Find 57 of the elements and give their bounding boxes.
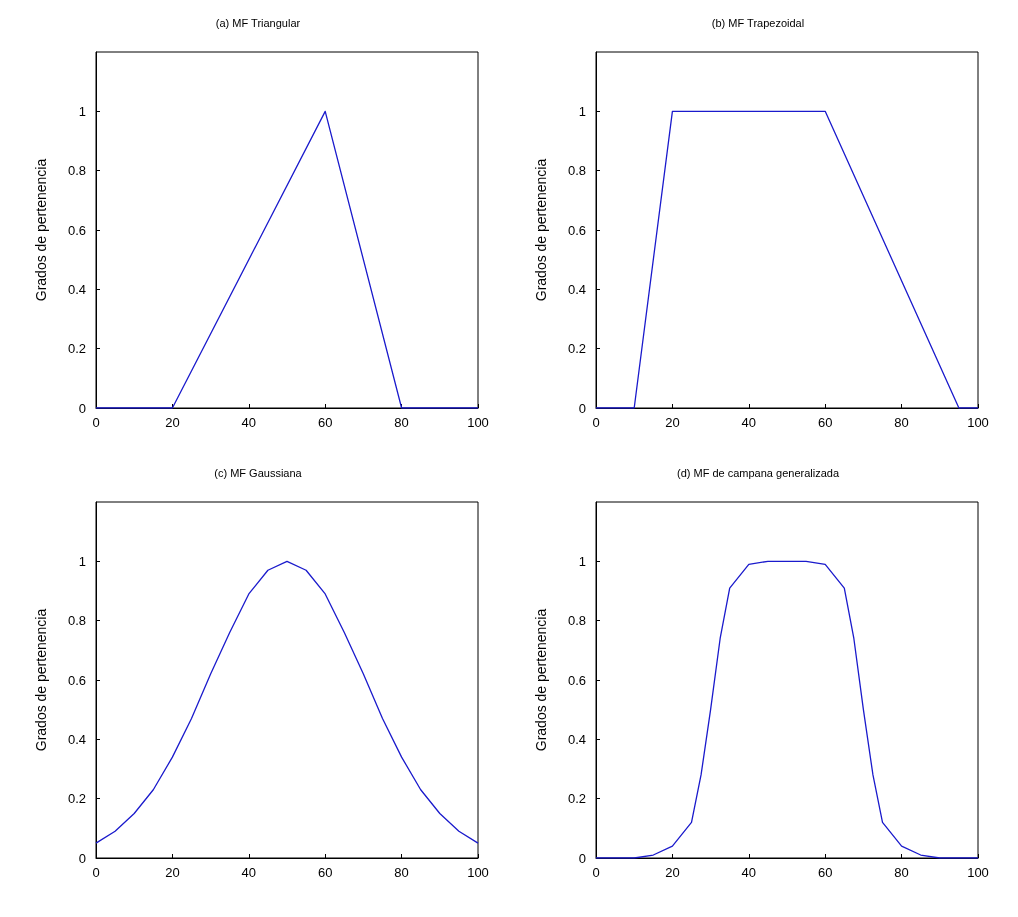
- chart-title: (c) MF Gaussiana: [214, 466, 303, 479]
- x-tick-label: 100: [467, 415, 489, 430]
- x-tick-label: 60: [317, 865, 333, 880]
- x-tick-label: 80: [894, 865, 909, 880]
- x-tick-label: 60: [317, 415, 333, 430]
- y-tick-label: 0.2: [67, 791, 86, 807]
- y-tick-label: 0.4: [67, 731, 86, 747]
- x-tick-label: 0: [92, 415, 100, 430]
- x-tick-label: 20: [665, 415, 680, 430]
- x-tick-label: 0: [92, 865, 100, 880]
- x-tick-label: 40: [241, 415, 257, 430]
- y-tick-label: 0.8: [567, 163, 586, 179]
- y-tick-label: 0: [78, 850, 86, 866]
- x-tick-label: 40: [241, 865, 257, 880]
- y-axis-title: Grados de pertenencia: [33, 608, 49, 752]
- y-tick-label: 0.2: [567, 791, 586, 807]
- y-tick-label: 0: [578, 850, 586, 866]
- x-tick-label: 40: [741, 865, 757, 880]
- y-tick-label: 0.6: [567, 222, 586, 238]
- x-tick-label: 20: [165, 415, 180, 430]
- x-tick-label: 80: [394, 415, 409, 430]
- y-tick-label: 0.6: [67, 672, 86, 688]
- x-tick-label: 0: [592, 865, 600, 880]
- x-tick-label: 100: [467, 865, 489, 880]
- x-tick-label: 0: [592, 415, 600, 430]
- y-tick-label: 1: [578, 553, 586, 569]
- y-tick-label: 0.8: [567, 613, 586, 629]
- x-tick-label: 100: [967, 415, 989, 430]
- chart-title: (a) MF Triangular: [215, 16, 301, 29]
- y-tick-label: 0.4: [67, 281, 86, 297]
- y-tick-label: 0: [78, 400, 86, 416]
- y-tick-label: 1: [578, 103, 586, 119]
- y-tick-label: 0.6: [567, 672, 586, 688]
- chart-title: (b) MF Trapezoidal: [711, 16, 805, 29]
- x-tick-label: 20: [165, 865, 180, 880]
- y-tick-label: 0.4: [567, 731, 586, 747]
- y-tick-label: 1: [78, 553, 86, 569]
- x-tick-label: 60: [817, 865, 833, 880]
- line-series: [95, 560, 479, 844]
- x-tick-label: 60: [817, 415, 833, 430]
- y-axis-title: Grados de pertenencia: [533, 608, 549, 752]
- y-tick-label: 0: [578, 400, 586, 416]
- y-axis-title: Grados de pertenencia: [33, 158, 49, 302]
- chart-title: (d) MF de campana generalizada: [676, 466, 840, 479]
- x-tick-label: 40: [741, 415, 757, 430]
- y-tick-label: 0.6: [67, 222, 86, 238]
- y-tick-label: 0.2: [67, 341, 86, 357]
- y-tick-label: 0.8: [67, 163, 86, 179]
- y-tick-label: 0.2: [567, 341, 586, 357]
- x-tick-label: 80: [894, 415, 909, 430]
- x-tick-label: 80: [394, 865, 409, 880]
- y-tick-label: 0.8: [67, 613, 86, 629]
- x-tick-label: 100: [967, 865, 989, 880]
- y-tick-label: 1: [78, 103, 86, 119]
- x-tick-label: 20: [665, 865, 680, 880]
- y-axis-title: Grados de pertenencia: [533, 158, 549, 302]
- y-tick-label: 0.4: [567, 281, 586, 297]
